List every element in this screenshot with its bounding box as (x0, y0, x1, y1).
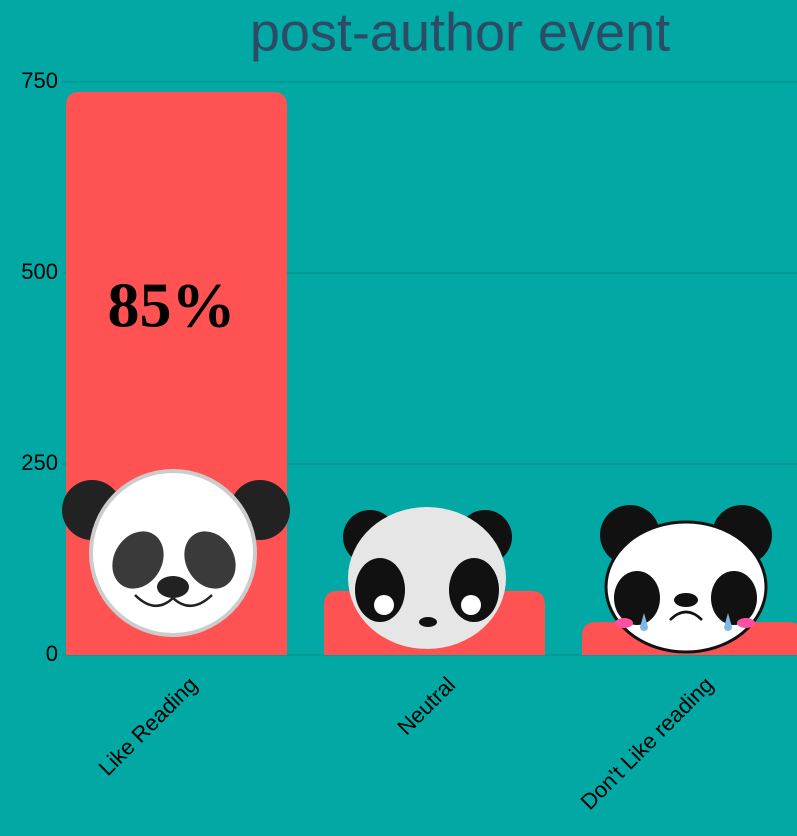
panda-face (89, 469, 257, 637)
panda-eye (711, 571, 757, 625)
y-tick-label: 750 (21, 68, 58, 93)
panda-eye (184, 531, 236, 589)
panda-cheek (737, 618, 755, 628)
panda-pupil (374, 595, 394, 615)
panda-cheek (615, 618, 633, 628)
y-tick-label: 250 (21, 450, 58, 475)
panda-tear (640, 613, 648, 631)
y-tick-label: 500 (21, 259, 58, 284)
panda-tear (724, 613, 732, 631)
panda-nose (157, 576, 189, 598)
decorations (62, 469, 772, 654)
annotation: 85% (108, 270, 236, 341)
panda-pupil (461, 595, 481, 615)
panda-mouth (669, 610, 703, 621)
panda-nose (419, 617, 437, 627)
chart-title: post-author event (250, 2, 670, 62)
y-tick-label: 0 (46, 641, 58, 666)
panda-mouth (134, 594, 213, 607)
panda-eye (112, 531, 164, 589)
panda-nose (674, 593, 698, 607)
panda-eye (614, 571, 660, 625)
